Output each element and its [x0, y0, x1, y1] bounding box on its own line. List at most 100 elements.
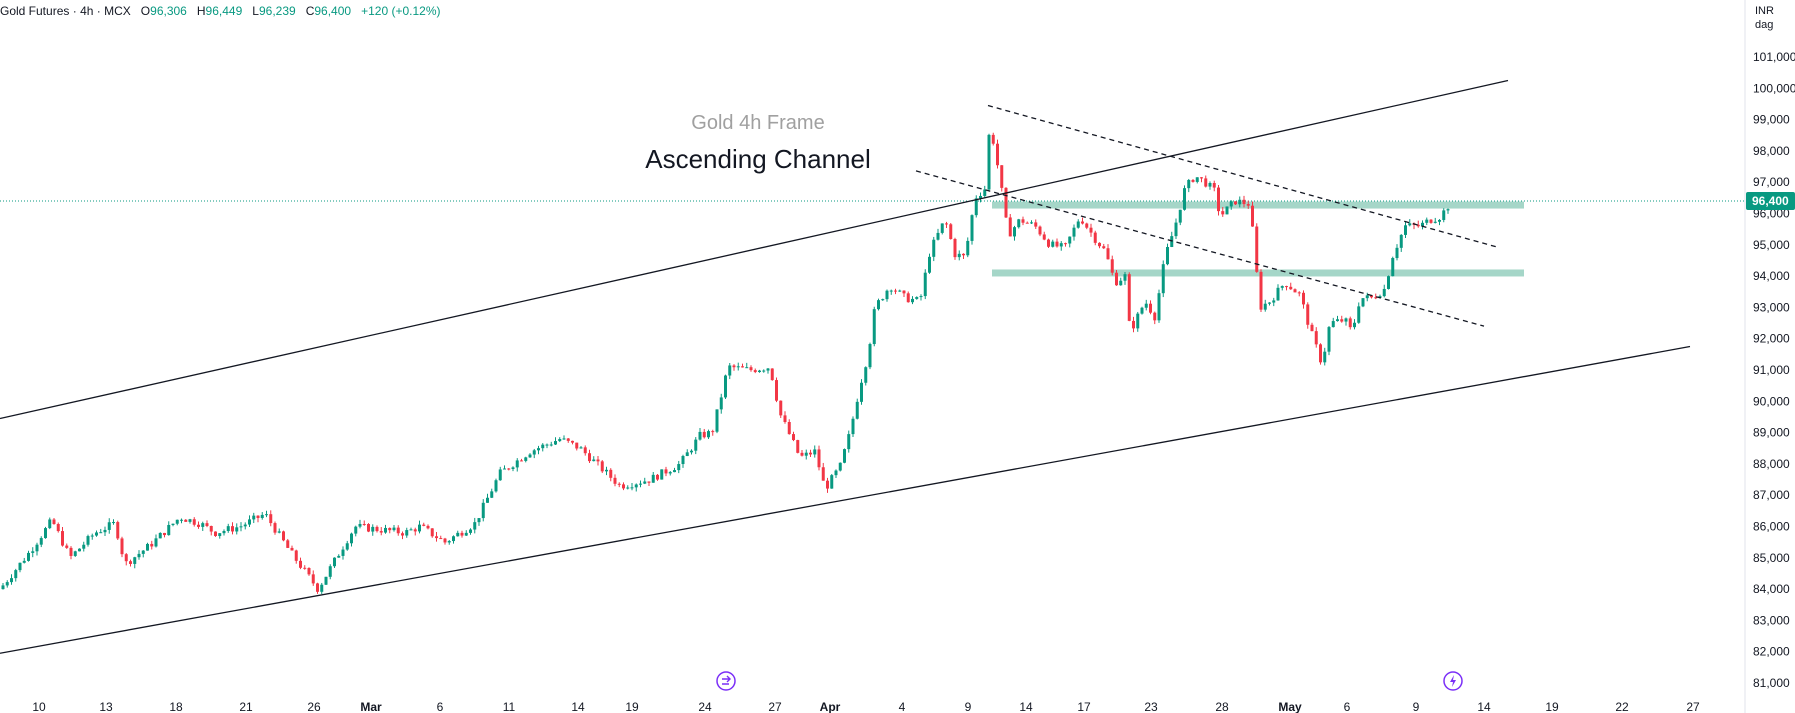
candle[interactable] [949, 222, 953, 240]
candle[interactable] [1336, 315, 1339, 322]
y-axis[interactable]: 81,000 82,000 83,000 84,000 85,000 86,000 87,0… [1744, 0, 1795, 713]
candle[interactable] [630, 483, 634, 491]
candle[interactable] [1242, 195, 1246, 208]
candle[interactable] [1340, 315, 1344, 323]
candle[interactable] [52, 518, 56, 525]
candle[interactable] [600, 460, 604, 474]
candle[interactable] [592, 456, 596, 462]
candle[interactable] [1212, 180, 1216, 192]
candle[interactable] [1429, 219, 1433, 224]
candle[interactable] [549, 441, 553, 447]
candle[interactable] [826, 477, 829, 493]
candle[interactable] [983, 185, 987, 198]
candle[interactable] [56, 522, 60, 533]
candle[interactable] [214, 531, 217, 537]
candle[interactable] [171, 523, 175, 527]
candle[interactable] [779, 400, 783, 419]
candle[interactable] [634, 483, 638, 492]
candle[interactable] [328, 564, 332, 580]
candle[interactable] [736, 362, 740, 371]
candle[interactable] [609, 468, 613, 482]
candle[interactable] [260, 512, 264, 520]
candle[interactable] [1323, 347, 1327, 366]
candle[interactable] [1115, 270, 1118, 286]
symbol-name[interactable]: Gold Futures [0, 4, 70, 18]
candle[interactable] [1408, 219, 1412, 227]
candle[interactable] [269, 510, 273, 527]
candle[interactable] [1297, 291, 1301, 297]
candle[interactable] [48, 517, 52, 530]
candle[interactable] [379, 527, 383, 536]
candle[interactable] [698, 428, 702, 441]
candle[interactable] [209, 525, 213, 536]
candle[interactable] [477, 518, 481, 526]
candle[interactable] [830, 473, 834, 489]
candle[interactable] [1034, 219, 1038, 229]
candle[interactable] [82, 541, 86, 552]
candle[interactable] [1204, 175, 1208, 188]
candle[interactable] [303, 565, 307, 570]
candle[interactable] [749, 365, 753, 372]
candle[interactable] [1076, 219, 1080, 229]
candle[interactable] [515, 458, 519, 472]
candle[interactable] [1123, 272, 1127, 285]
candle[interactable] [494, 478, 498, 493]
candle[interactable] [1331, 317, 1335, 328]
candle[interactable] [452, 535, 455, 544]
candle[interactable] [1013, 225, 1016, 241]
candle[interactable] [915, 296, 919, 300]
candle[interactable] [1140, 306, 1144, 315]
trend-dashed-upper-line[interactable] [987, 104, 1499, 248]
candle[interactable] [575, 442, 579, 451]
candle[interactable] [1183, 185, 1186, 211]
candle[interactable] [1072, 224, 1076, 241]
candle[interactable] [277, 528, 281, 534]
candle[interactable] [290, 545, 294, 551]
candle[interactable] [1191, 179, 1195, 183]
candle[interactable] [503, 465, 506, 470]
candle[interactable] [571, 440, 574, 445]
candle[interactable] [1153, 311, 1157, 325]
candle[interactable] [902, 290, 906, 297]
candle[interactable] [1327, 326, 1331, 356]
candle[interactable] [316, 582, 319, 594]
candle[interactable] [537, 445, 540, 455]
candle[interactable] [834, 469, 838, 479]
candle[interactable] [256, 515, 260, 523]
candle[interactable] [481, 499, 485, 522]
candle[interactable] [860, 379, 863, 405]
candle[interactable] [443, 537, 447, 545]
candle[interactable] [1365, 292, 1369, 302]
candle[interactable] [1344, 317, 1348, 326]
candle[interactable] [1055, 238, 1059, 248]
candle[interactable] [732, 364, 736, 371]
candle[interactable] [809, 449, 812, 457]
candle[interactable] [27, 550, 30, 562]
candle[interactable] [1195, 177, 1199, 184]
candle[interactable] [898, 289, 902, 292]
candle[interactable] [1, 582, 5, 590]
candle[interactable] [668, 470, 672, 476]
candle[interactable] [205, 520, 209, 528]
candle[interactable] [1081, 217, 1084, 225]
candle[interactable] [486, 493, 489, 503]
candle[interactable] [647, 481, 651, 487]
trend-dashed-lower-line[interactable] [915, 170, 1485, 327]
candle[interactable] [906, 291, 910, 303]
candle[interactable] [685, 449, 689, 457]
candle[interactable] [498, 466, 502, 481]
candle[interactable] [1004, 187, 1008, 219]
candle[interactable] [107, 518, 111, 534]
candle[interactable] [95, 530, 98, 537]
candle[interactable] [422, 522, 426, 527]
candle[interactable] [133, 556, 137, 569]
candle[interactable] [1051, 239, 1055, 248]
candle[interactable] [175, 519, 179, 526]
candle[interactable] [1166, 243, 1169, 266]
candle[interactable] [588, 449, 591, 463]
candle[interactable] [375, 525, 379, 533]
candle[interactable] [1149, 300, 1152, 315]
candle[interactable] [124, 553, 128, 566]
candle[interactable] [677, 460, 681, 474]
